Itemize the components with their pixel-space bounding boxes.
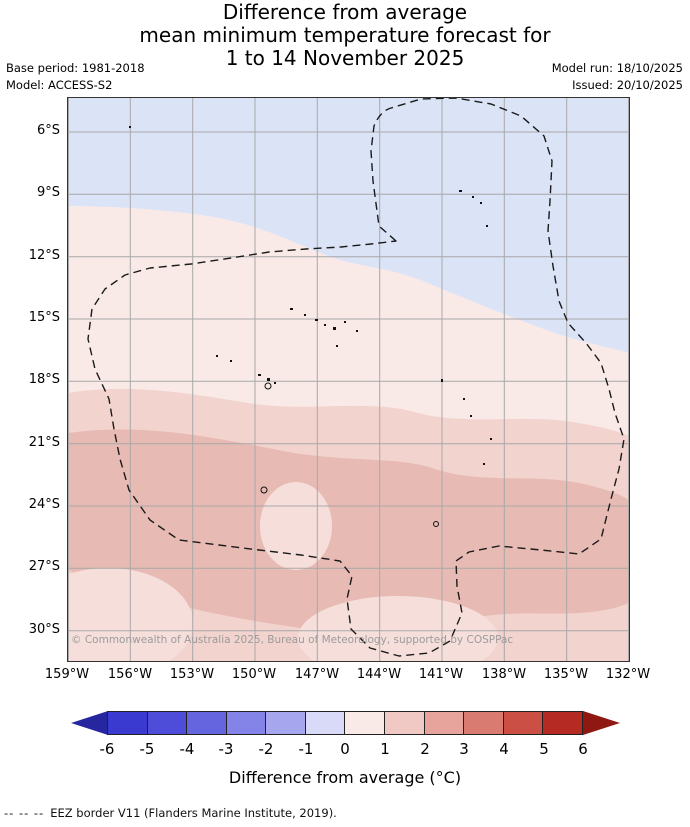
region-light-patch-2 [298,596,498,661]
base-period-text: Base period: 1981-2018 [6,61,145,75]
title-line-2: mean minimum temperature forecast for [139,23,551,47]
eez-dash-sample: -- -- -- [4,806,45,820]
lon-label-141w: 141°W [418,667,464,682]
colorbar-cell [463,712,503,734]
lon-label-150w: 150°W [231,667,277,682]
colorbar-tick: -1 [298,740,314,758]
colorbar-tick: -2 [258,740,274,758]
colorbar-cell [225,712,266,734]
lat-label-18s: 18°S [28,372,60,387]
meta-left: Base period: 1981-2018 Model: ACCESS-S2 [6,60,145,94]
colorbar-tick: -5 [139,740,155,758]
title-line-3: 1 to 14 November 2025 [225,46,465,70]
title-line-1: Difference from average [222,0,468,24]
lon-label-159w: 159°W [44,667,90,682]
model-run-text: Model run: 18/10/2025 [551,61,683,75]
eez-note-text: EEZ border V11 (Flanders Marine Institut… [50,806,337,820]
colorbar-cell [423,712,464,734]
copyright-text: © Commonwealth of Australia 2025, Bureau… [71,634,514,646]
colorbar-tick: -4 [179,740,195,758]
lon-label-132w: 132°W [605,667,651,682]
colorbar-left-arrow [71,711,108,735]
lat-label-15s: 15°S [28,310,60,325]
anomaly-shading [68,98,629,661]
lat-label-27s: 27°S [28,559,60,574]
lon-label-138w: 138°W [481,667,527,682]
colorbar-tick: 2 [420,740,430,758]
lon-label-144w: 144°W [356,667,402,682]
colorbar-right-arrow [583,711,620,735]
lat-label-9s: 9°S [36,185,60,200]
page-title: Difference from average mean minimum tem… [0,1,690,70]
lon-label-147w: 147°W [294,667,340,682]
lat-label-21s: 21°S [28,435,60,450]
map-plot-area [67,97,630,662]
colorbar-cell [186,712,226,734]
colorbar-tick: 3 [459,740,469,758]
colorbar-tick: 1 [380,740,390,758]
model-text: Model: ACCESS-S2 [6,78,113,92]
colorbar-tick: -6 [99,740,115,758]
colorbar-tick: -3 [218,740,234,758]
eez-footnote: -- -- -- EEZ border V11 (Flanders Marine … [4,806,337,820]
region-warm-2-3 [68,429,629,636]
colorbar-cell [502,712,543,734]
colorbar-cell [304,712,345,734]
map-canvas [68,98,629,661]
eez-border-line [87,98,625,657]
colorbar-tick: 6 [578,740,588,758]
lon-label-135w: 135°W [543,667,589,682]
island-marks [129,126,492,527]
issued-text: Issued: 20/10/2025 [572,78,683,92]
colorbar-cell [384,712,424,734]
colorbar-tick: 5 [539,740,549,758]
colorbar-tick: 0 [340,740,350,758]
colorbar-cell [542,712,582,734]
colorbar-cell [344,712,385,734]
region-light-patch-1 [260,482,332,570]
colorbar-caption: Difference from average (°C) [228,768,462,787]
colorbar-cell [108,712,147,734]
colorbar [107,711,583,735]
colorbar-cell [146,712,187,734]
lat-label-12s: 12°S [28,248,60,263]
colorbar-tick: 4 [499,740,509,758]
lat-label-30s: 30°S [28,622,60,637]
lat-label-6s: 6°S [36,123,60,138]
lon-label-153w: 153°W [169,667,215,682]
lat-label-24s: 24°S [28,497,60,512]
colorbar-cell [265,712,305,734]
lon-label-156w: 156°W [107,667,153,682]
meta-right: Model run: 18/10/2025 Issued: 20/10/2025 [552,60,683,94]
